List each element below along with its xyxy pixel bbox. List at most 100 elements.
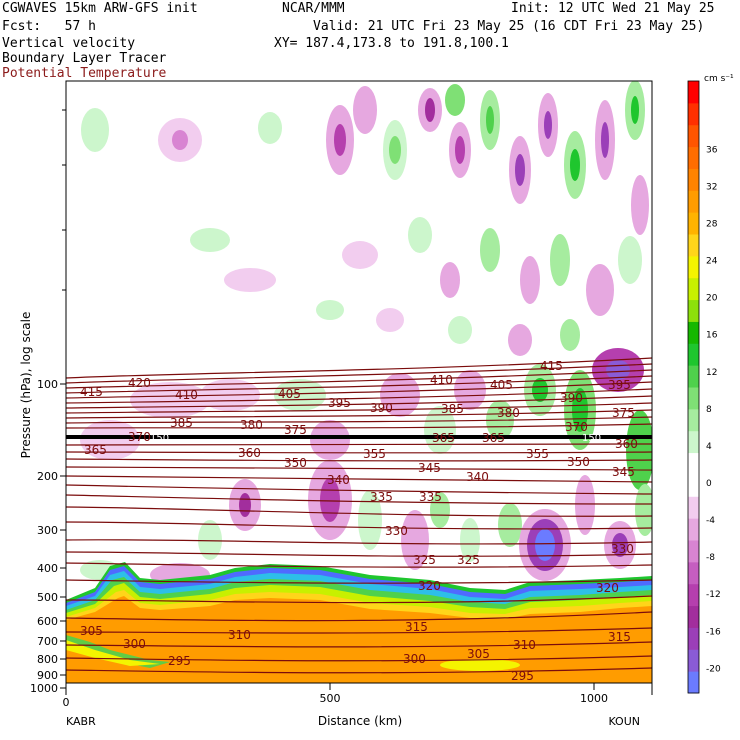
colorbar-swatch — [688, 583, 699, 607]
colorbar-swatch — [688, 255, 699, 279]
theta-label-405: 405 — [278, 387, 301, 401]
colorbar-swatch — [688, 605, 699, 628]
colorbar-swatch — [688, 124, 699, 148]
theta-label-395b: 395 — [608, 378, 631, 392]
theta-label-315b: 315 — [608, 630, 631, 644]
theta-label-390b: 390 — [560, 391, 583, 405]
theta-label-355b: 355 — [526, 447, 549, 461]
theta-label-355: 355 — [363, 447, 386, 461]
theta-label-360: 360 — [238, 446, 261, 460]
org-label: NCAR/MMM — [282, 1, 345, 16]
colorbar-swatch — [688, 474, 699, 497]
theta-contours — [66, 357, 652, 674]
plot-frame — [65, 80, 653, 684]
theta-label-345: 345 — [418, 461, 441, 475]
theta-contour-labels: 415 420 410 405 395 390 385 380 375 370 … — [80, 359, 638, 683]
colorbar-tick-label: 20 — [706, 294, 718, 304]
colorbar-swatch — [688, 299, 699, 322]
theta-label-370b: 370 — [128, 430, 151, 444]
theta-label-340b: 340 — [466, 470, 489, 484]
y-tick-300: 300 — [37, 524, 58, 537]
theta-label-385b: 385 — [441, 402, 464, 416]
colorbar-swatch — [688, 496, 699, 519]
theta-label-365b: 365 — [432, 431, 455, 445]
tropo-label-left: 150 — [150, 433, 169, 444]
colorbar-swatches — [688, 81, 699, 694]
field-boundary-layer-tracer: Boundary Layer Tracer — [2, 51, 167, 66]
y-tick-200: 200 — [37, 470, 58, 483]
theta-label-410: 410 — [175, 388, 198, 402]
theta-label-320b: 320 — [596, 581, 619, 595]
theta-label-310b: 310 — [513, 638, 536, 652]
x-tick-1000: 1000 — [580, 692, 608, 705]
colorbar-swatch — [688, 561, 699, 585]
field-potential-temperature: Potential Temperature — [2, 66, 167, 81]
theta-label-385: 385 — [170, 416, 193, 430]
colorbar-swatch — [688, 408, 699, 432]
colorbar-tick-label: 24 — [706, 257, 718, 267]
theta-label-305: 305 — [80, 624, 103, 638]
theta-label-325b: 325 — [457, 553, 480, 567]
colorbar-tick-label: -16 — [706, 627, 721, 637]
colorbar-swatch — [688, 343, 699, 366]
theta-label-405b: 405 — [490, 378, 513, 392]
colorbar-tick-label: 28 — [706, 220, 718, 230]
colorbar-tick-label: -12 — [706, 590, 721, 600]
colorbar-swatch — [688, 540, 699, 563]
theta-label-345b: 345 — [612, 465, 635, 479]
cross-section-coords: XY= 187.4,173.8 to 191.8,100.1 — [274, 36, 509, 51]
colorbar-frame — [687, 80, 700, 694]
colorbar-swatch — [688, 81, 699, 104]
x-axis-label: Distance (km) — [318, 714, 402, 728]
colorbar-swatch — [688, 387, 699, 410]
theta-label-325: 325 — [413, 553, 436, 567]
colorbar-tick-label: 4 — [706, 442, 712, 452]
theta-label-410b: 410 — [430, 373, 453, 387]
model-title: CGWAVES 15km ARW-GFS init — [2, 1, 198, 16]
x-tick-500: 500 — [320, 692, 341, 705]
colorbar-swatch — [688, 627, 699, 650]
theta-label-330b: 330 — [611, 542, 634, 556]
theta-label-380: 380 — [240, 418, 263, 432]
colorbar-swatch — [688, 518, 699, 541]
colorbar-tick-label: 12 — [706, 368, 717, 378]
colorbar-swatch — [688, 234, 699, 257]
colorbar-tick-label: 32 — [706, 182, 717, 192]
x-tick-0: 0 — [63, 696, 70, 709]
colorbar-tick-label: 0 — [706, 479, 712, 489]
colorbar: cm s⁻¹ 36 32 28 24 20 16 12 8 4 0 -4 -8 -12 -16 -20 — [687, 74, 734, 694]
colorbar-swatch — [688, 671, 699, 694]
colorbar-tick-label: -20 — [706, 664, 721, 674]
theta-label-420: 420 — [128, 376, 151, 390]
theta-label-370: 370 — [565, 420, 588, 434]
colorbar-swatch — [688, 146, 699, 169]
theta-label-320: 320 — [418, 579, 441, 593]
colorbar-tick-label: 36 — [706, 145, 718, 155]
theta-label-295: 295 — [168, 654, 191, 668]
theta-label-380b: 380 — [497, 406, 520, 420]
y-tick-800: 800 — [37, 653, 58, 666]
y-tick-600: 600 — [37, 615, 58, 628]
theta-label-335: 335 — [370, 490, 393, 504]
theta-label-360b: 360 — [615, 437, 638, 451]
theta-label-315: 315 — [405, 620, 428, 634]
end-station-label: KOUN — [608, 715, 640, 728]
theta-label-350: 350 — [284, 456, 307, 470]
colorbar-swatch — [688, 190, 699, 213]
y-axis: 100 200 300 400 500 600 700 800 900 1000… — [19, 109, 66, 695]
theta-label-390: 390 — [370, 401, 393, 415]
tropo-label-right: 150 — [582, 433, 601, 444]
colorbar-swatch — [688, 168, 699, 191]
y-tick-1000: 1000 — [30, 682, 58, 695]
theta-label-330: 330 — [385, 524, 408, 538]
theta-label-295b: 295 — [511, 669, 534, 683]
theta-label-415b: 415 — [540, 359, 563, 373]
colorbar-tick-label: -4 — [706, 516, 715, 526]
colorbar-swatch — [688, 430, 699, 454]
y-tick-700: 700 — [37, 635, 58, 648]
colorbar-unit: cm s⁻¹ — [704, 74, 734, 84]
init-time: Init: 12 UTC Wed 21 May 25 — [511, 1, 715, 16]
field-vertical-velocity: Vertical velocity — [2, 36, 136, 51]
theta-label-305b: 305 — [467, 647, 490, 661]
